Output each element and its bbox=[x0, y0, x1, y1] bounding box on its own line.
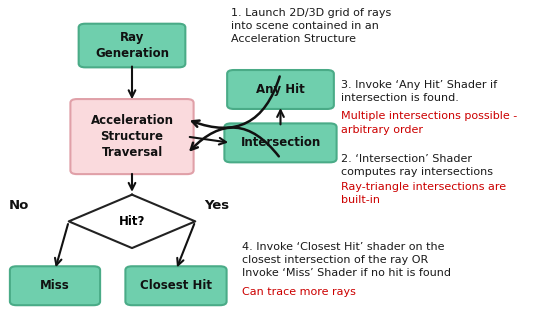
Text: 1. Launch 2D/3D grid of rays
into scene contained in an
Acceleration Structure: 1. Launch 2D/3D grid of rays into scene … bbox=[231, 8, 391, 44]
Text: Miss: Miss bbox=[40, 279, 70, 292]
Polygon shape bbox=[69, 195, 195, 248]
Text: Multiple intersections possible -
arbitrary order: Multiple intersections possible - arbitr… bbox=[341, 111, 517, 135]
Text: Hit?: Hit? bbox=[119, 215, 145, 228]
Text: Any Hit: Any Hit bbox=[256, 83, 305, 96]
Text: Ray-triangle intersections are
built-in: Ray-triangle intersections are built-in bbox=[341, 182, 506, 205]
FancyBboxPatch shape bbox=[10, 266, 100, 305]
Text: 2. ‘Intersection’ Shader
computes ray intersections: 2. ‘Intersection’ Shader computes ray in… bbox=[341, 154, 493, 177]
FancyBboxPatch shape bbox=[79, 24, 185, 68]
Text: 3. Invoke ‘Any Hit’ Shader if
intersection is found.: 3. Invoke ‘Any Hit’ Shader if intersecti… bbox=[341, 80, 497, 103]
Text: Acceleration
Structure
Traversal: Acceleration Structure Traversal bbox=[91, 114, 173, 159]
FancyBboxPatch shape bbox=[227, 70, 334, 109]
Text: Intersection: Intersection bbox=[240, 136, 321, 149]
Text: No: No bbox=[9, 199, 30, 212]
FancyBboxPatch shape bbox=[125, 266, 227, 305]
Text: Closest Hit: Closest Hit bbox=[140, 279, 212, 292]
Text: Can trace more rays: Can trace more rays bbox=[242, 287, 356, 297]
Text: Ray
Generation: Ray Generation bbox=[95, 31, 169, 60]
FancyBboxPatch shape bbox=[224, 123, 337, 162]
Text: 4. Invoke ‘Closest Hit’ shader on the
closest intersection of the ray OR
Invoke : 4. Invoke ‘Closest Hit’ shader on the cl… bbox=[242, 242, 451, 278]
Text: Yes: Yes bbox=[205, 199, 230, 212]
FancyBboxPatch shape bbox=[70, 99, 194, 174]
